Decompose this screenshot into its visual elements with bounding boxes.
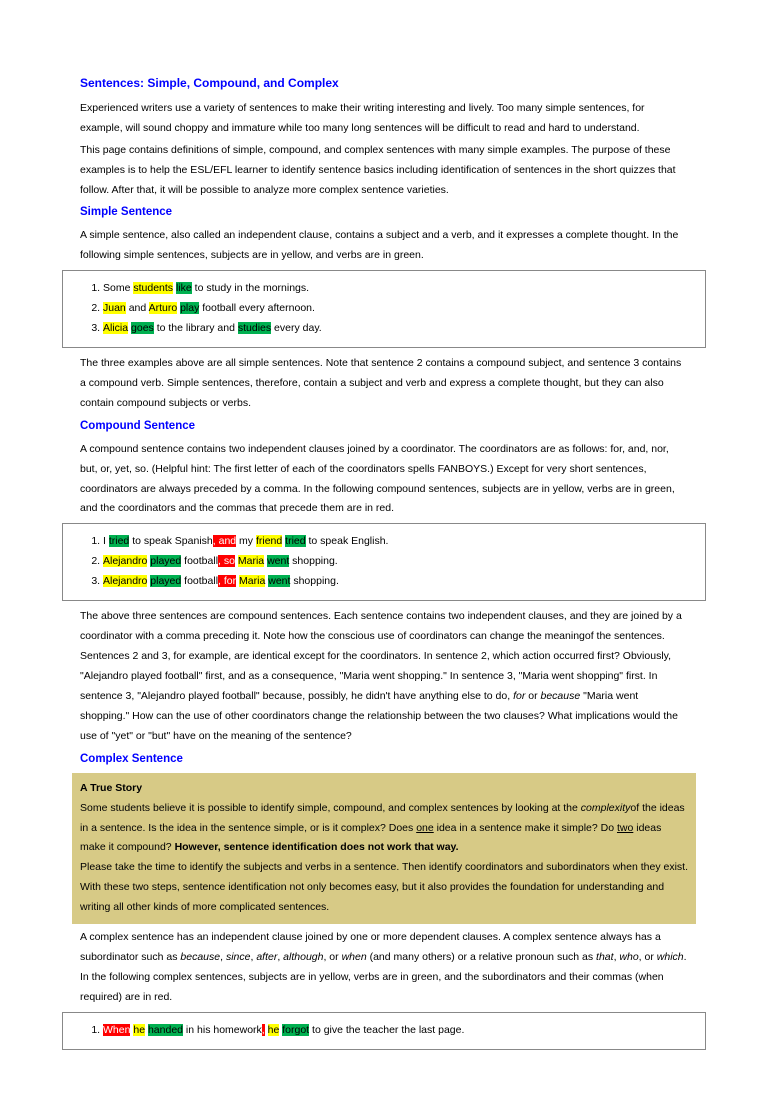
verb: play [180, 302, 199, 314]
text: every day. [271, 322, 322, 334]
subject: Maria [238, 555, 264, 567]
verb: handed [148, 1024, 183, 1036]
simple-examples-box: Some students like to study in the morni… [62, 270, 706, 348]
verb: like [176, 282, 192, 294]
subordinator: When [103, 1024, 130, 1036]
true-story-box: A True Story Some students believe it is… [72, 773, 696, 925]
coordinator: , so [218, 555, 235, 567]
coordinator: , for [218, 575, 236, 587]
subject: Alejandro [103, 555, 147, 567]
compound-heading: Compound Sentence [80, 416, 688, 438]
text: to study in the mornings. [192, 282, 309, 294]
intro-paragraph-2: This page contains definitions of simple… [80, 141, 688, 201]
simple-heading: Simple Sentence [80, 202, 688, 224]
subject: Alejandro [103, 575, 147, 587]
verb: studies [238, 322, 271, 334]
page-title: Sentences: Simple, Compound, and Complex [80, 72, 688, 95]
document-page: Sentences: Simple, Compound, and Complex… [0, 0, 768, 1096]
complex-heading: Complex Sentence [80, 749, 688, 771]
subject: Arturo [149, 302, 178, 314]
coordinator: , and [213, 535, 236, 547]
complex-example-1: When he handed in his homework, he forgo… [103, 1021, 693, 1041]
subject: students [133, 282, 173, 294]
story-paragraph-2: Please take the time to identify the sub… [80, 858, 688, 918]
compound-example-3: Alejandro played football, for Maria wen… [103, 572, 693, 592]
subject: friend [256, 535, 282, 547]
subject: he [133, 1024, 145, 1036]
compound-example-2: Alejandro played football, so Maria went… [103, 552, 693, 572]
compound-examples-box: I tried to speak Spanish, and my friend … [62, 523, 706, 601]
compound-definition: A compound sentence contains two indepen… [80, 440, 688, 520]
story-paragraph-1: Some students believe it is possible to … [80, 799, 688, 859]
intro-paragraph-1: Experienced writers use a variety of sen… [80, 99, 688, 139]
verb: tried [109, 535, 129, 547]
complex-definition: A complex sentence has an independent cl… [80, 928, 688, 1008]
simple-after: The three examples above are all simple … [80, 354, 688, 414]
simple-example-1: Some students like to study in the morni… [103, 279, 693, 299]
verb: goes [131, 322, 154, 334]
complex-examples-box: When he handed in his homework, he forgo… [62, 1012, 706, 1050]
text: Some [103, 282, 133, 294]
verb: played [150, 575, 181, 587]
compound-after: The above three sentences are compound s… [80, 607, 688, 747]
simple-example-2: Juan and Arturo play football every afte… [103, 299, 693, 319]
verb: played [150, 555, 181, 567]
text: football every afternoon. [199, 302, 315, 314]
verb: tried [285, 535, 305, 547]
simple-definition: A simple sentence, also called an indepe… [80, 226, 688, 266]
subject: Maria [239, 575, 265, 587]
verb: forgot [282, 1024, 309, 1036]
subject: he [268, 1024, 280, 1036]
subject: Juan [103, 302, 126, 314]
simple-example-3: Alicia goes to the library and studies e… [103, 319, 693, 339]
compound-example-1: I tried to speak Spanish, and my friend … [103, 532, 693, 552]
verb: went [267, 555, 289, 567]
subject: Alicia [103, 322, 128, 334]
verb: went [268, 575, 290, 587]
story-title: A True Story [80, 779, 688, 799]
